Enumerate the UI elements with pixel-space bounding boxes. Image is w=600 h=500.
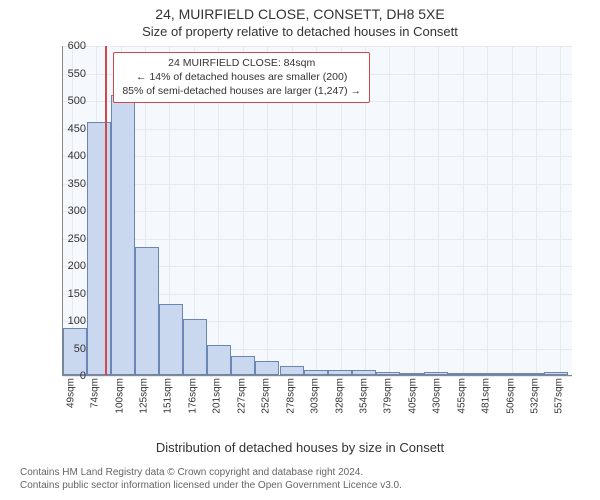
annotation-line-2: ← 14% of detached houses are smaller (20… (122, 70, 361, 84)
grid-line-h (63, 129, 572, 130)
property-marker-line (105, 46, 107, 375)
y-tick-label: 450 (46, 123, 86, 135)
grid-line-h (63, 184, 572, 185)
x-tick-label: 201sqm (212, 378, 223, 414)
grid-line-v (487, 46, 488, 375)
x-tick-label: 278sqm (285, 378, 296, 414)
grid-line-v (438, 46, 439, 375)
x-tick-label: 74sqm (90, 378, 101, 408)
x-tick-label: 506sqm (505, 378, 516, 414)
y-tick-label: 150 (46, 288, 86, 300)
y-tick-label: 350 (46, 178, 86, 190)
y-tick-label: 600 (46, 40, 86, 52)
histogram-bar (472, 373, 496, 375)
x-tick-label: 532sqm (530, 378, 541, 414)
y-tick-label: 400 (46, 150, 86, 162)
histogram-bar (111, 95, 135, 376)
x-tick-label: 125sqm (138, 378, 149, 414)
histogram-bar (544, 372, 568, 375)
grid-line-v (463, 46, 464, 375)
x-tick-label: 354sqm (358, 378, 369, 414)
grid-line-h (63, 46, 572, 47)
histogram-bar (207, 345, 231, 375)
histogram-bar (520, 373, 544, 375)
x-tick-label: 328sqm (334, 378, 345, 414)
histogram-bar (424, 372, 448, 375)
x-tick-label: 303sqm (310, 378, 321, 414)
y-tick-label: 300 (46, 205, 86, 217)
histogram-bar (304, 370, 328, 375)
histogram-bar (400, 373, 424, 375)
histogram-bar (183, 319, 207, 375)
x-tick-label: 176sqm (187, 378, 198, 414)
plot-area: 24 MUIRFIELD CLOSE: 84sqm ← 14% of detac… (62, 46, 572, 376)
histogram-bar (352, 370, 376, 375)
grid-line-h (63, 239, 572, 240)
footer-credits: Contains HM Land Registry data © Crown c… (20, 466, 402, 492)
x-tick-label: 430sqm (432, 378, 443, 414)
footer-line-2: Contains public sector information licen… (20, 479, 402, 492)
x-tick-label: 481sqm (481, 378, 492, 414)
chart-subtitle: Size of property relative to detached ho… (0, 24, 600, 39)
grid-line-v (414, 46, 415, 375)
histogram-bar (135, 247, 159, 375)
x-tick-label: 252sqm (261, 378, 272, 414)
annotation-box: 24 MUIRFIELD CLOSE: 84sqm ← 14% of detac… (113, 52, 370, 103)
x-axis-label: Distribution of detached houses by size … (0, 440, 600, 455)
histogram-bar (496, 373, 520, 375)
x-tick-label: 405sqm (407, 378, 418, 414)
x-tick-label: 227sqm (236, 378, 247, 414)
x-tick-label: 100sqm (114, 378, 125, 414)
histogram-bar (448, 373, 472, 375)
annotation-line-3: 85% of semi-detached houses are larger (… (122, 84, 361, 98)
y-tick-label: 500 (46, 95, 86, 107)
grid-line-v (560, 46, 561, 375)
y-tick-label: 200 (46, 260, 86, 272)
grid-line-h (63, 376, 572, 377)
histogram-bar (255, 361, 279, 375)
histogram-bar (280, 366, 304, 375)
x-tick-label: 151sqm (163, 378, 174, 414)
y-tick-label: 50 (46, 343, 86, 355)
x-tick-label: 557sqm (554, 378, 565, 414)
x-tick-label: 379sqm (383, 378, 394, 414)
histogram-bar (159, 304, 183, 376)
y-tick-label: 250 (46, 233, 86, 245)
annotation-line-1: 24 MUIRFIELD CLOSE: 84sqm (122, 56, 361, 70)
grid-line-v (536, 46, 537, 375)
chart-container: 24, MUIRFIELD CLOSE, CONSETT, DH8 5XE Si… (0, 0, 600, 500)
x-tick-label: 455sqm (456, 378, 467, 414)
histogram-bar (328, 370, 352, 375)
histogram-bar (231, 356, 255, 375)
y-tick-label: 100 (46, 315, 86, 327)
histogram-bar (87, 122, 111, 375)
grid-line-v (512, 46, 513, 375)
x-tick-label: 49sqm (65, 378, 76, 408)
y-tick-label: 550 (46, 68, 86, 80)
histogram-bar (376, 372, 400, 375)
grid-line-h (63, 156, 572, 157)
chart-title: 24, MUIRFIELD CLOSE, CONSETT, DH8 5XE (0, 6, 600, 22)
grid-line-h (63, 211, 572, 212)
grid-line-v (389, 46, 390, 375)
footer-line-1: Contains HM Land Registry data © Crown c… (20, 466, 402, 479)
